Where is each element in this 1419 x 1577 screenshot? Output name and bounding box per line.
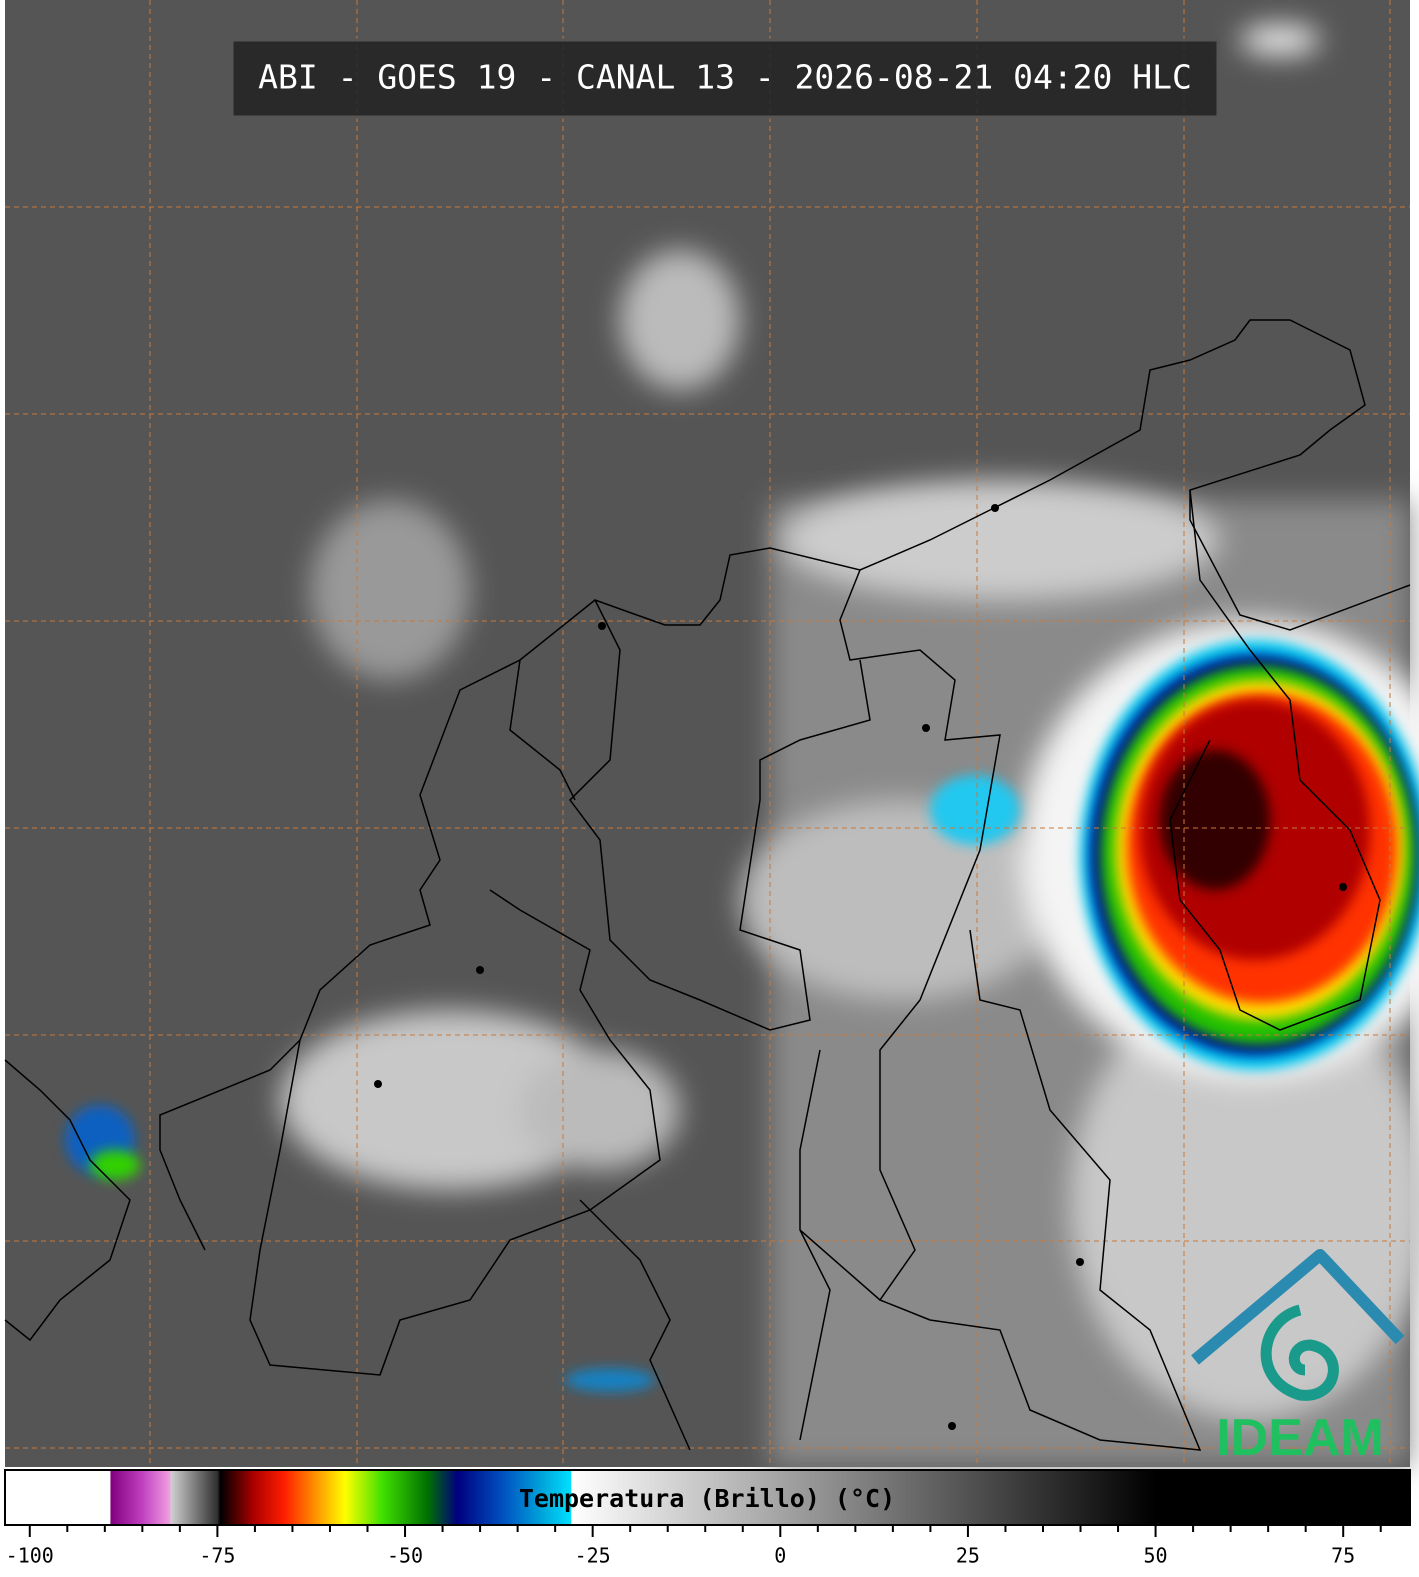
tick-label: 75	[1331, 1544, 1355, 1568]
ideam-logo: IDEAM	[1191, 1249, 1405, 1467]
city-dots	[374, 504, 1347, 1430]
tick-label: -100	[6, 1544, 54, 1568]
colorbar: Temperatura (Brillo) (°C) -100 -75 -50 -25 0…	[4, 1469, 1411, 1568]
tick-label: 0	[774, 1544, 786, 1568]
clouds	[280, 25, 1419, 1420]
tick-label: -50	[387, 1544, 423, 1568]
title-box: ABI - GOES 19 - CANAL 13 - 2026-08-21 04…	[230, 38, 1220, 119]
colorbar-label: Temperatura (Brillo) (°C)	[519, 1484, 895, 1513]
title: ABI - GOES 19 - CANAL 13 - 2026-08-21 04…	[258, 58, 1192, 97]
borders	[4, 319, 1411, 1451]
tick-label: 50	[1144, 1544, 1168, 1568]
tick-label: -25	[575, 1544, 611, 1568]
tick-label: -75	[199, 1544, 235, 1568]
tick-label: 25	[956, 1544, 980, 1568]
storm	[65, 620, 1419, 1392]
satellite-map: IDEAM ABI - GOES 19 - CANAL 13 - 2026-08…	[4, 0, 1419, 1467]
colorbar-scale	[4, 1469, 1411, 1526]
lat-lon-grid	[5, 0, 1410, 1467]
logo-text: IDEAM	[1216, 1409, 1384, 1467]
